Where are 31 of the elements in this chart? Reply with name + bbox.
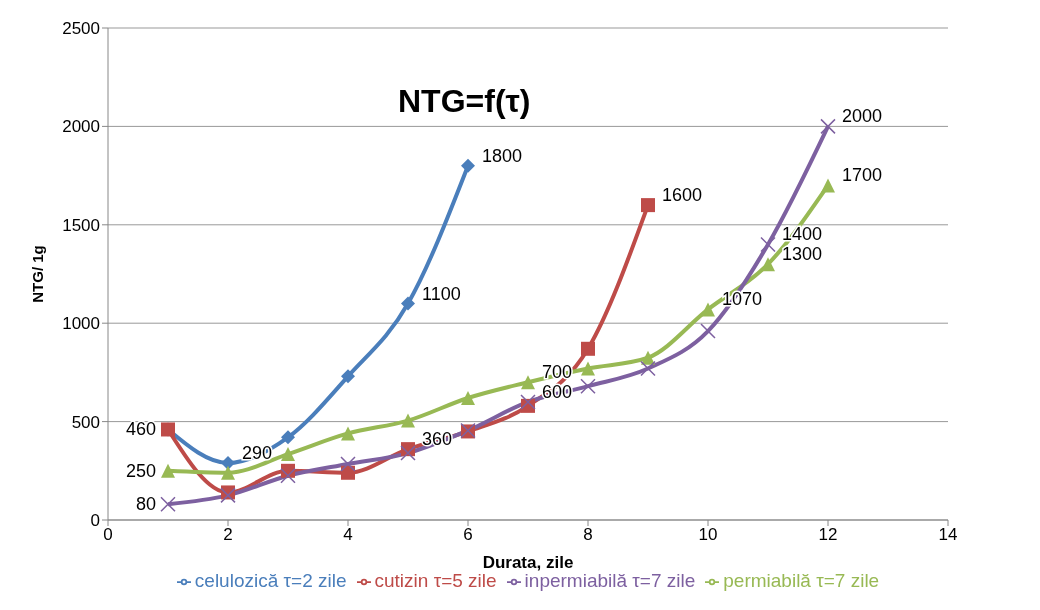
data-label: 1600 bbox=[662, 185, 703, 206]
x-axis-title: Durata, zile bbox=[482, 553, 574, 572]
y-tick-label: 1000 bbox=[62, 314, 100, 334]
y-tick-label: 0 bbox=[90, 511, 100, 531]
y-tick-label: 500 bbox=[71, 412, 100, 432]
y-tick-label: 2000 bbox=[62, 117, 100, 137]
x-tick-label: 6 bbox=[463, 525, 473, 545]
data-label: 80 bbox=[135, 494, 156, 515]
x-tick-label: 14 bbox=[938, 525, 958, 545]
x-tick-label: 10 bbox=[698, 525, 718, 545]
y-axis-title: NTG/ 1g bbox=[29, 245, 47, 303]
data-label: 1300 bbox=[782, 244, 823, 265]
legend-label: cutizin τ=5 zile bbox=[374, 570, 497, 591]
text: NTG=f(τ) bbox=[398, 83, 531, 120]
x-tick-label: 8 bbox=[583, 525, 593, 545]
x-tick-label: 4 bbox=[343, 525, 353, 545]
legend-label: celulozică τ=2 zile bbox=[194, 570, 347, 591]
data-label: 360 bbox=[422, 429, 453, 450]
x-tick-label: 12 bbox=[818, 525, 838, 545]
data-label: 1800 bbox=[482, 145, 523, 166]
data-label: 1100 bbox=[422, 283, 461, 304]
data-label: 460 bbox=[125, 419, 156, 440]
y-tick-label: 1500 bbox=[62, 215, 100, 235]
data-label: 2000 bbox=[842, 106, 883, 127]
legend-label: permiabilă τ=7 zile bbox=[723, 570, 880, 591]
x-tick-label: 2 bbox=[223, 525, 233, 545]
data-label: 1700 bbox=[842, 165, 883, 186]
legend-label: inpermiabilă τ=7 zile bbox=[524, 570, 696, 591]
data-label: 250 bbox=[125, 460, 156, 481]
y-tick-label: 2500 bbox=[62, 19, 100, 39]
x-tick-label: 0 bbox=[103, 525, 113, 545]
